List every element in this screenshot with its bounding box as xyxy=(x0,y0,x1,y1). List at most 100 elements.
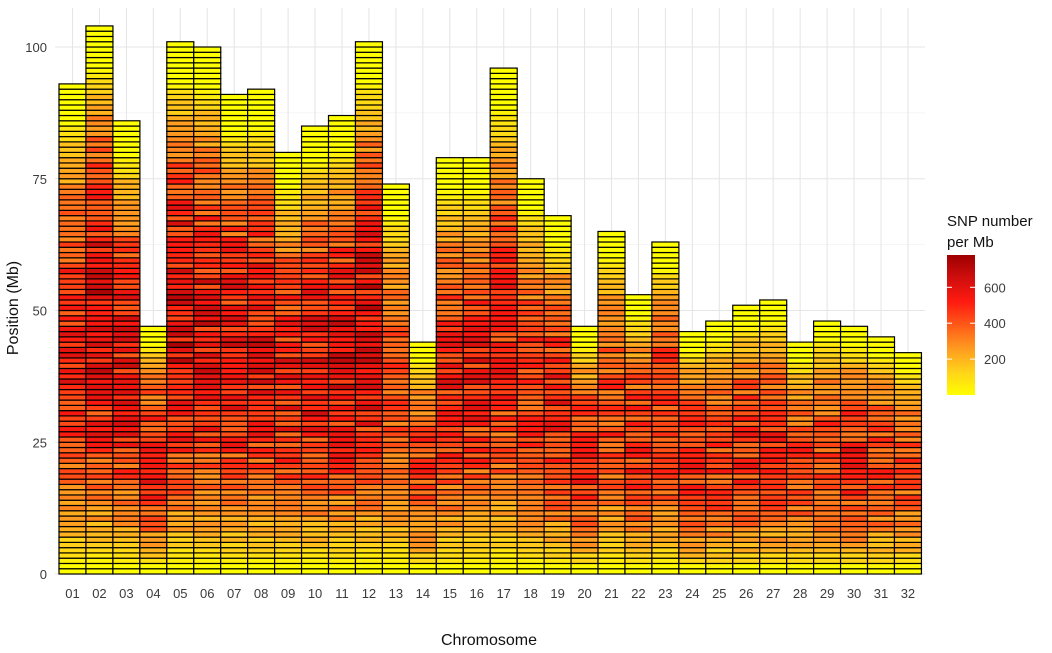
density-bin xyxy=(327,320,357,327)
density-bin xyxy=(651,341,680,348)
density-bin xyxy=(678,436,707,443)
density-bin xyxy=(166,531,195,538)
density-bin xyxy=(732,373,761,380)
density-bin xyxy=(543,494,572,501)
density-bin xyxy=(516,341,545,348)
density-bin xyxy=(354,352,384,359)
density-bin xyxy=(516,304,545,312)
density-bin xyxy=(112,462,141,470)
density-bin xyxy=(220,378,249,385)
density-bin xyxy=(85,457,114,464)
density-bin xyxy=(193,436,222,443)
density-bin xyxy=(516,410,545,417)
density-bin xyxy=(193,357,222,364)
density-bin xyxy=(327,346,357,354)
density-bin xyxy=(220,373,249,380)
density-bin xyxy=(327,241,357,248)
density-bin xyxy=(381,531,410,538)
density-bin xyxy=(327,388,357,396)
density-bin xyxy=(489,236,518,243)
density-bin xyxy=(354,520,384,528)
density-bin xyxy=(274,504,303,512)
density-bin xyxy=(705,531,734,538)
density-bin xyxy=(274,431,303,438)
density-bin xyxy=(893,404,923,412)
density-bin xyxy=(732,341,761,348)
density-bin xyxy=(597,294,626,301)
density-bin xyxy=(570,531,599,538)
density-bin xyxy=(597,531,626,538)
density-bin xyxy=(247,468,276,475)
density-bin xyxy=(893,399,923,406)
density-bin xyxy=(570,394,599,401)
density-bin xyxy=(274,299,303,306)
density-bin xyxy=(381,541,410,549)
density-bin xyxy=(516,367,545,375)
density-bin xyxy=(408,441,437,449)
x-tick-label: 28 xyxy=(793,586,807,601)
density-bin xyxy=(354,62,384,69)
density-bin xyxy=(462,209,491,217)
density-bin xyxy=(58,552,87,559)
density-bin xyxy=(543,251,572,259)
density-bin xyxy=(624,515,653,522)
density-bin xyxy=(300,367,330,375)
density-bin xyxy=(247,494,276,501)
density-bin xyxy=(489,225,518,233)
density-bin xyxy=(247,531,276,538)
density-bin xyxy=(139,404,168,412)
density-bin xyxy=(85,109,114,117)
density-bin xyxy=(354,88,384,96)
density-bin xyxy=(274,341,303,348)
density-bin xyxy=(85,510,114,517)
density-bin xyxy=(489,267,518,275)
density-bin xyxy=(327,457,357,464)
density-bin xyxy=(112,541,141,549)
density-bin xyxy=(489,88,518,96)
density-bin xyxy=(462,547,491,554)
density-bin xyxy=(166,230,195,238)
density-bin xyxy=(85,383,114,391)
density-bin xyxy=(866,367,896,375)
density-bin xyxy=(462,309,491,317)
density-bin xyxy=(678,499,707,507)
density-bin xyxy=(300,531,330,538)
density-bin xyxy=(58,383,87,391)
density-bin xyxy=(58,199,87,206)
density-bin xyxy=(786,489,815,496)
density-bin xyxy=(759,383,788,391)
density-bin xyxy=(247,99,276,106)
density-bin xyxy=(516,468,545,475)
density-bin xyxy=(462,457,491,464)
density-bin xyxy=(112,183,141,190)
density-bin xyxy=(139,352,168,359)
density-bin xyxy=(381,299,410,306)
density-bin xyxy=(489,157,518,164)
density-bin xyxy=(193,146,222,154)
density-bin xyxy=(732,399,761,406)
density-bin xyxy=(516,267,545,275)
density-bin xyxy=(408,525,437,533)
density-bin xyxy=(489,251,518,259)
x-tick-label: 10 xyxy=(308,586,322,601)
density-bin xyxy=(193,204,222,211)
density-bin xyxy=(489,162,518,169)
density-bin xyxy=(435,257,464,264)
x-axis-title: Chromosome xyxy=(441,632,537,648)
density-bin xyxy=(543,246,572,254)
density-bin xyxy=(435,415,464,422)
density-bin xyxy=(247,399,276,406)
density-bin xyxy=(705,431,734,438)
density-bin xyxy=(300,215,330,222)
density-bin xyxy=(866,510,896,517)
density-bin xyxy=(839,468,869,475)
density-bin xyxy=(786,446,815,454)
density-bin xyxy=(516,552,545,559)
density-bin xyxy=(597,357,626,364)
density-bin xyxy=(166,183,195,190)
density-bin xyxy=(327,446,357,454)
density-bin xyxy=(408,541,437,549)
density-bin xyxy=(678,536,707,543)
density-bin xyxy=(543,278,572,285)
density-bin xyxy=(435,562,464,570)
